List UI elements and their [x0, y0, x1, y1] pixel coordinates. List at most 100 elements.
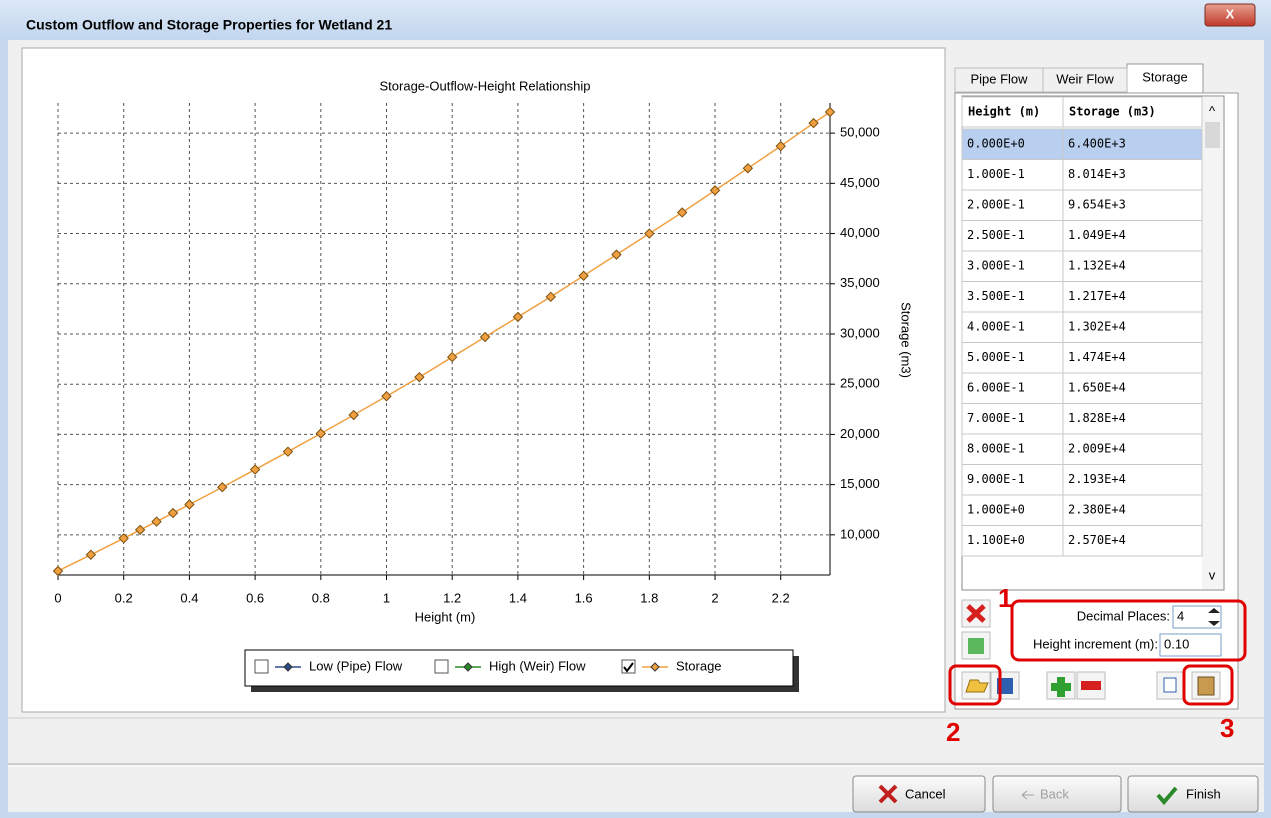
- x-tick-label: 2: [711, 590, 718, 605]
- close-button[interactable]: [1204, 3, 1256, 27]
- x-axis-label: Height (m): [415, 609, 476, 624]
- cell-text: 1.302E+4: [1068, 320, 1126, 334]
- cell-text: 0.000E+0: [967, 137, 1025, 151]
- point: [545, 291, 556, 303]
- point: [85, 549, 97, 560]
- legend-marker: [463, 662, 473, 672]
- legend-checkbox[interactable]: [254, 659, 269, 674]
- highlight-box: [1010, 599, 1247, 662]
- delete-icon: [966, 604, 986, 623]
- cell: [1062, 525, 1203, 557]
- legend-label: Low (Pipe) Flow: [309, 658, 403, 673]
- y-tick-label: 35,000: [840, 275, 880, 290]
- point: [479, 331, 491, 343]
- legend-label: Storage: [676, 658, 722, 673]
- x-tick-label: 1.8: [640, 590, 658, 605]
- cell: [1062, 189, 1203, 221]
- cell: [1062, 281, 1203, 313]
- scrollbar[interactable]: [1202, 97, 1223, 589]
- cell-text: 3.000E-1: [967, 259, 1025, 273]
- increment-label: Height increment (m):: [1033, 636, 1158, 651]
- tab[interactable]: [1042, 67, 1128, 93]
- cell-text: 1.217E+4: [1068, 289, 1126, 303]
- header-cell: [961, 96, 1064, 128]
- point: [381, 391, 392, 402]
- x-tick-label: 2.2: [772, 590, 790, 605]
- cell: [1062, 494, 1203, 526]
- paste-icon: [1197, 676, 1215, 696]
- add-icon: [1051, 677, 1071, 697]
- annotation: 2: [946, 717, 960, 747]
- y-tick-label: 15,000: [840, 476, 880, 491]
- cell: [1062, 464, 1203, 496]
- finish-button[interactable]: [1127, 775, 1259, 813]
- cell: [1062, 342, 1203, 374]
- decimal-value: 4: [1177, 608, 1184, 623]
- save-button[interactable]: [990, 671, 1020, 700]
- decimal-input[interactable]: [1172, 605, 1222, 629]
- back-icon: [1021, 790, 1034, 800]
- scroll-up[interactable]: ^: [1209, 103, 1216, 118]
- cell: [961, 189, 1064, 221]
- open-icon: [965, 679, 989, 693]
- cell-text: 1.828E+4: [1068, 411, 1126, 425]
- cell: [961, 128, 1064, 160]
- increment-input[interactable]: [1159, 633, 1222, 657]
- back-label: Back: [1040, 786, 1069, 801]
- generate-icon: [968, 638, 984, 654]
- cell-text: 2.500E-1: [967, 228, 1025, 242]
- cell-text: 8.000E-1: [967, 442, 1025, 456]
- point: [249, 464, 261, 475]
- cell: [1062, 250, 1203, 282]
- point: [134, 524, 146, 536]
- annotation: 3: [1220, 713, 1234, 743]
- x-tick-label: 1: [383, 590, 390, 605]
- x-tick-label: 1.2: [443, 590, 461, 605]
- point: [348, 409, 359, 421]
- chart-title: Storage-Outflow-Height Relationship: [380, 78, 591, 93]
- cell: [961, 464, 1064, 496]
- cell-text: 2.570E+4: [1068, 533, 1126, 547]
- copy-icon: [1163, 677, 1177, 693]
- highlight-box: [948, 664, 1002, 706]
- back-button[interactable]: [992, 775, 1122, 813]
- cell: [1062, 220, 1203, 252]
- point: [184, 499, 195, 510]
- y-tick-label: 10,000: [840, 526, 880, 541]
- chart-panel: [21, 47, 946, 713]
- legend-check: [623, 662, 634, 673]
- point: [709, 185, 721, 196]
- scroll-down[interactable]: v: [1209, 567, 1216, 582]
- cell-text: 5.000E-1: [967, 350, 1025, 364]
- legend-label: High (Weir) Flow: [489, 658, 586, 673]
- cell-text: 7.000E-1: [967, 411, 1025, 425]
- point: [676, 207, 688, 218]
- legend-checkbox[interactable]: [621, 659, 636, 674]
- point: [315, 428, 327, 439]
- close-label: X: [1226, 6, 1235, 21]
- remove-icon: [1081, 681, 1101, 690]
- legend: [244, 649, 794, 687]
- point: [824, 106, 836, 118]
- cancel-label: Cancel: [905, 786, 946, 801]
- legend-checkbox[interactable]: [434, 659, 449, 674]
- x-tick-label: 0.8: [312, 590, 330, 605]
- cell-text: 6.400E+3: [1068, 137, 1126, 151]
- point: [447, 351, 458, 363]
- y-tick-label: 40,000: [840, 225, 880, 240]
- cell: [961, 220, 1064, 252]
- cell: [1062, 403, 1203, 435]
- cell-text: 1.100E+0: [967, 533, 1025, 547]
- cancel-button[interactable]: [852, 775, 986, 813]
- title-bar: [0, 0, 1271, 40]
- window-title: Custom Outflow and Storage Properties fo…: [26, 17, 392, 33]
- cell: [961, 311, 1064, 343]
- cell-text: 8.014E+3: [1068, 167, 1126, 181]
- point: [808, 117, 819, 129]
- cell: [961, 494, 1064, 526]
- finish-label: Finish: [1186, 786, 1221, 801]
- point: [151, 516, 162, 527]
- cell-text: 1.000E+0: [967, 503, 1025, 517]
- spin[interactable]: [1208, 608, 1220, 626]
- scroll-thumb[interactable]: [1205, 122, 1220, 148]
